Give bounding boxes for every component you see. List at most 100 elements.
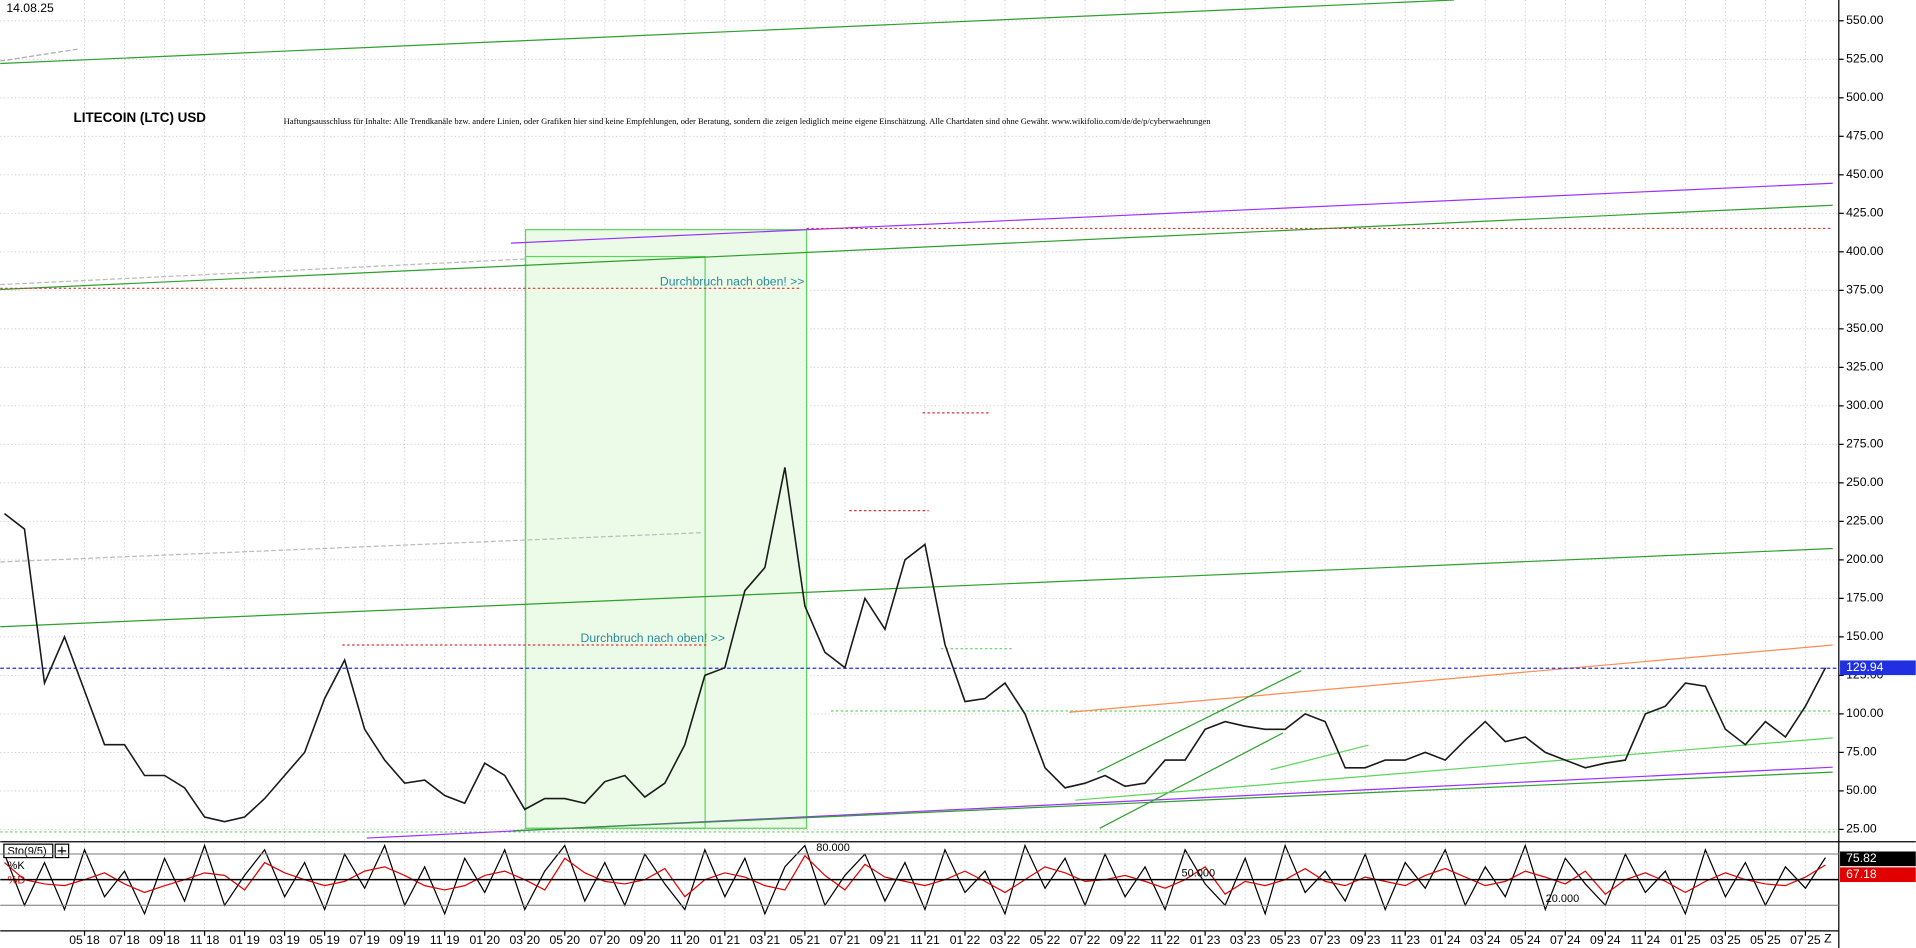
y-tick-label: 525.00 xyxy=(1846,52,1884,66)
y-tick-label: 250.00 xyxy=(1846,475,1884,489)
x-tick-label: 03 21 xyxy=(750,933,781,947)
x-tick-label: 01 25 xyxy=(1670,933,1701,947)
x-tick-label: 09 20 xyxy=(630,933,661,947)
x-tick-label: 05 19 xyxy=(309,933,340,947)
x-tick-label: 07 22 xyxy=(1070,933,1101,947)
x-tick-label: 03 19 xyxy=(269,933,300,947)
x-tick-label: 01 20 xyxy=(469,933,500,947)
x-tick-label: 11 23 xyxy=(1390,933,1420,947)
annotation: Durchbruch nach oben! >> xyxy=(660,274,805,288)
legend-k: %K xyxy=(8,860,26,872)
trendline xyxy=(1069,644,1833,713)
trendline xyxy=(513,771,1833,832)
x-tick-label: 03 20 xyxy=(509,933,540,947)
trendline xyxy=(0,0,1455,65)
x-tick-label: 05 25 xyxy=(1750,933,1781,947)
y-tick-label: 375.00 xyxy=(1846,283,1884,297)
y-tick-label: 300.00 xyxy=(1846,398,1884,412)
x-tick-label: 11 24 xyxy=(1631,933,1661,947)
x-tick-label: 11 22 xyxy=(1150,933,1180,947)
x-tick-label: 03 23 xyxy=(1230,933,1261,947)
legend-d: %D xyxy=(8,875,26,887)
last-price-label: 129.94 xyxy=(1846,660,1884,674)
y-tick-label: 75.00 xyxy=(1846,745,1877,759)
chart-title: LITECOIN (LTC) USD xyxy=(74,110,207,125)
date: 14.08.25 xyxy=(6,1,54,15)
x-tick-label: 01 21 xyxy=(710,933,741,947)
x-tick-label: 05 20 xyxy=(550,933,581,947)
disclaimer: Haftungsausschluss für Inhalte: Alle Tre… xyxy=(284,116,1212,126)
y-tick-label: 175.00 xyxy=(1846,591,1884,605)
drawings xyxy=(0,0,1839,839)
highlight-box xyxy=(524,255,706,829)
y-tick-label: 350.00 xyxy=(1846,321,1884,335)
x-tick-label: 01 23 xyxy=(1190,933,1221,947)
x-tick-label: 07 21 xyxy=(830,933,861,947)
x-tick-label: 07 18 xyxy=(109,933,140,947)
y-tick-label: 475.00 xyxy=(1846,129,1884,143)
x-tick-label: 07 24 xyxy=(1550,933,1581,947)
x-tick-label: 05 22 xyxy=(1030,933,1061,947)
y-tick-label: 100.00 xyxy=(1846,706,1884,720)
trendline xyxy=(1270,744,1369,771)
y-tick-label: 500.00 xyxy=(1846,90,1884,104)
level-label: 20.000 xyxy=(1546,893,1580,905)
x-tick-label: 07 23 xyxy=(1310,933,1341,947)
x-tick-label: 01 24 xyxy=(1430,933,1461,947)
indicator-title: Sto(9/5) xyxy=(8,845,47,857)
trendline xyxy=(0,48,80,62)
annotation: Durchbruch nach oben! >> xyxy=(581,631,726,645)
y-tick-label: 425.00 xyxy=(1846,206,1884,220)
highlight-box xyxy=(524,229,808,829)
x-tick-label: 09 18 xyxy=(149,933,180,947)
x-tick-label: 01 22 xyxy=(950,933,981,947)
level-label: 80.000 xyxy=(816,842,850,854)
x-tick-label: 09 21 xyxy=(870,933,901,947)
x-tick-label: 03 22 xyxy=(990,933,1021,947)
x-tick-label: 07 20 xyxy=(590,933,621,947)
level-label: 50.000 xyxy=(1182,867,1216,879)
annotation: Z xyxy=(1824,932,1832,946)
x-tick-label: 03 24 xyxy=(1470,933,1501,947)
y-tick-label: 400.00 xyxy=(1846,244,1884,258)
x-tick-label: 07 25 xyxy=(1790,933,1821,947)
oscillator-value-box xyxy=(1840,867,1916,883)
trendline xyxy=(1096,670,1302,773)
x-tick-label: 05 23 xyxy=(1270,933,1301,947)
trendline xyxy=(1075,737,1833,801)
y-tick-label: 50.00 xyxy=(1846,783,1877,797)
trendline xyxy=(0,204,1833,291)
last-price-box xyxy=(1840,660,1916,676)
oscillator-value-label: 67.18 xyxy=(1846,867,1877,881)
trendline xyxy=(0,547,1833,628)
x-tick-label: 09 23 xyxy=(1350,933,1381,947)
y-tick-label: 150.00 xyxy=(1846,629,1884,643)
x-tick-label: 01 19 xyxy=(229,933,260,947)
trendline xyxy=(510,182,1833,244)
x-tick-label: 11 21 xyxy=(910,933,940,947)
x-tick-label: 07 19 xyxy=(349,933,380,947)
x-tick-label: 05 24 xyxy=(1510,933,1541,947)
x-tick-label: 11 20 xyxy=(670,933,700,947)
x-tick-label: 05 21 xyxy=(790,933,821,947)
y-tick-label: 325.00 xyxy=(1846,360,1884,374)
oscillator-line xyxy=(4,854,1826,898)
x-tick-label: 11 19 xyxy=(430,933,460,947)
x-tick-label: 09 24 xyxy=(1590,933,1621,947)
y-tick-label: 25.00 xyxy=(1846,822,1877,836)
trendline xyxy=(1099,732,1284,829)
x-tick-label: 11 18 xyxy=(190,933,220,947)
y-tick-label: 275.00 xyxy=(1846,437,1884,451)
y-tick-label: 450.00 xyxy=(1846,167,1884,181)
x-tick-label: 03 25 xyxy=(1710,933,1741,947)
oscillator-value-label: 75.82 xyxy=(1846,851,1877,865)
y-tick-label: 225.00 xyxy=(1846,514,1884,528)
x-tick-label: 09 19 xyxy=(389,933,420,947)
y-tick-label: 200.00 xyxy=(1846,552,1884,566)
price-line xyxy=(3,467,1827,823)
oscillator-value-box xyxy=(1840,851,1916,867)
y-tick-label: 550.00 xyxy=(1846,13,1884,27)
x-tick-label: 09 22 xyxy=(1110,933,1141,947)
